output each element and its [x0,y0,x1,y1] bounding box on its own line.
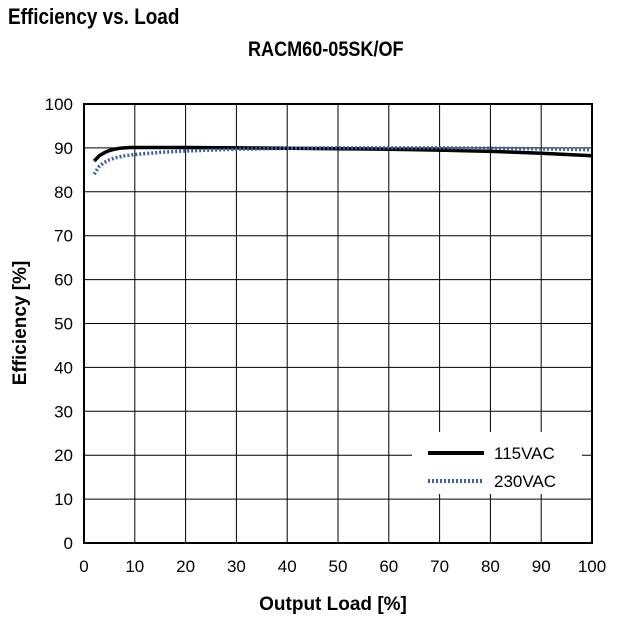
y-tick-label: 30 [54,402,73,421]
y-tick-label: 40 [54,358,73,377]
y-tick-label: 90 [54,139,73,158]
x-tick-label: 100 [578,557,606,576]
y-tick-label: 60 [54,271,73,290]
y-tick-label: 20 [54,446,73,465]
x-tick-label: 80 [481,557,500,576]
x-tick-label: 10 [125,557,144,576]
y-tick-label: 70 [54,227,73,246]
legend: 115VAC 230VAC [412,432,582,494]
plot-area-frame [83,103,593,544]
y-tick-label: 10 [54,490,73,509]
y-tick-label: 50 [54,315,73,334]
x-tick-label: 60 [379,557,398,576]
x-tick-label: 70 [430,557,449,576]
x-tick-label: 40 [278,557,297,576]
legend-label-230vac: 230VAC [494,472,556,491]
series-line-230vac [92,146,593,176]
series-layer [92,145,593,176]
x-tick-label: 90 [532,557,551,576]
tick-labels: 0 10 20 30 40 50 60 70 80 90 100 0 10 20 30 40 50 60 70 80 9… [45,95,607,576]
x-tick-label: 30 [227,557,246,576]
y-axis-label: Efficiency [%] [10,261,31,386]
y-tick-label: 0 [64,534,73,553]
legend-label-115vac: 115VAC [494,444,555,463]
x-tick-label: 50 [329,557,348,576]
legend-background [412,432,582,494]
x-tick-label: 20 [176,557,195,576]
y-tick-label: 100 [45,95,73,114]
y-tick-label: 80 [54,183,73,202]
series-line-115vac [92,145,593,163]
chart-subtitle: RACM60-05SK/OF [248,38,404,61]
chart-title: Efficiency vs. Load [8,4,180,29]
x-axis-label: Output Load [%] [259,594,407,615]
x-tick-label: 0 [79,557,88,576]
